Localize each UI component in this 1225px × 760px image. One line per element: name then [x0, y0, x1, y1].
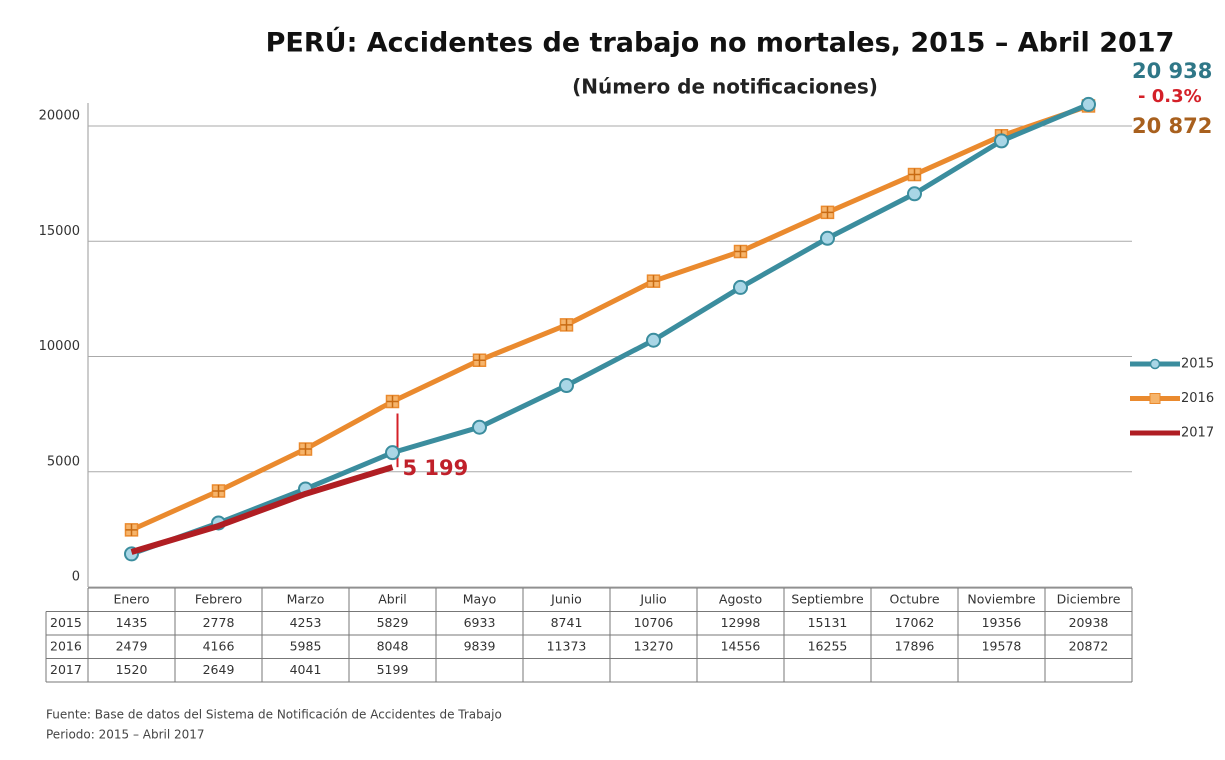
table-cell: 12998 — [721, 615, 761, 630]
line-series — [130, 102, 1090, 557]
line-series — [130, 464, 394, 555]
row-label: 2015 — [50, 615, 82, 630]
y-tick-label: 0 — [72, 570, 80, 585]
point — [733, 244, 748, 259]
point — [385, 394, 400, 409]
x-tick-label: Diciembre — [1057, 591, 1121, 606]
point — [907, 167, 922, 182]
x-tick-label: Abril — [378, 591, 407, 606]
table-cell: 20872 — [1069, 638, 1109, 653]
row-label: 2017 — [50, 662, 82, 677]
table-cell: 9839 — [464, 638, 496, 653]
y-tick-label: 10000 — [39, 339, 80, 354]
x-tick-label: Octubre — [889, 591, 939, 606]
table-cell: 4166 — [203, 638, 235, 653]
table-cell: 15131 — [808, 615, 848, 630]
legend-marker — [1149, 358, 1161, 370]
table-cell: 4253 — [290, 615, 322, 630]
table-cell: 17896 — [895, 638, 935, 653]
legend-label: 2015 — [1181, 357, 1214, 372]
row-label: 2016 — [50, 638, 82, 653]
x-tick-label: Septiembre — [791, 591, 864, 606]
source-note: Fuente: Base de datos del Sistema de Not… — [46, 708, 502, 722]
point — [907, 186, 922, 202]
table-cell: 2649 — [203, 662, 235, 677]
point — [559, 378, 574, 394]
point — [385, 445, 400, 461]
table-cell: 19356 — [982, 615, 1022, 630]
value-label: 20 872 — [1132, 114, 1212, 138]
x-tick-label: Mayo — [463, 591, 497, 606]
y-tick-label: 15000 — [39, 224, 80, 239]
point — [646, 274, 661, 288]
table-cell: 11373 — [547, 638, 587, 653]
x-tick-label: Febrero — [195, 591, 242, 606]
point — [211, 484, 226, 498]
table-cell: 4041 — [290, 662, 322, 677]
line-series — [130, 103, 1090, 533]
table-cell: 6933 — [464, 615, 496, 630]
table-cell: 19578 — [982, 638, 1022, 653]
table-cell: 2778 — [203, 615, 235, 630]
point — [733, 279, 748, 295]
x-tick-label: Agosto — [719, 591, 762, 606]
legend-label: 2016 — [1181, 391, 1214, 406]
x-tick-label: Marzo — [287, 591, 325, 606]
x-tick-label: Noviembre — [967, 591, 1036, 606]
table-cell: 5829 — [377, 615, 409, 630]
table-cell: 8048 — [377, 638, 409, 653]
point — [559, 318, 574, 332]
x-tick-label: Julio — [639, 591, 666, 606]
table-cell: 13270 — [634, 638, 674, 653]
value-label: 5 199 — [403, 456, 469, 480]
table-cell: 17062 — [895, 615, 935, 630]
point — [124, 523, 139, 537]
table-cell: 16255 — [808, 638, 848, 653]
table-cell: 8741 — [551, 615, 583, 630]
table-cell: 10706 — [634, 615, 674, 630]
point — [472, 353, 487, 367]
annotation: - 0.3% — [1138, 86, 1202, 107]
x-tick-label: Enero — [113, 591, 149, 606]
value-label: 20 938 — [1132, 59, 1212, 83]
table-cell: 5985 — [290, 638, 322, 653]
legend-marker — [1149, 393, 1161, 404]
chart-subtitle: (Número de notificaciones) — [572, 75, 878, 99]
table-cell: 5199 — [377, 662, 409, 677]
period-note: Periodo: 2015 – Abril 2017 — [46, 728, 205, 742]
point — [1081, 96, 1096, 112]
table-cell: 1520 — [116, 662, 148, 677]
y-tick-label: 5000 — [47, 454, 80, 469]
point — [298, 442, 313, 456]
x-tick-label: Junio — [550, 591, 582, 606]
point — [820, 205, 835, 220]
point — [820, 230, 835, 246]
table-cell: 14556 — [721, 638, 761, 653]
chart-title: PERÚ: Accidentes de trabajo no mortales,… — [266, 27, 1175, 59]
y-tick-label: 20000 — [39, 109, 80, 124]
legend-label: 2017 — [1181, 426, 1214, 441]
table-cell: 20938 — [1069, 615, 1109, 630]
point — [472, 419, 487, 435]
table-cell: 1435 — [116, 615, 148, 630]
point — [646, 332, 661, 348]
table-cell: 2479 — [116, 638, 148, 653]
point — [994, 133, 1009, 149]
